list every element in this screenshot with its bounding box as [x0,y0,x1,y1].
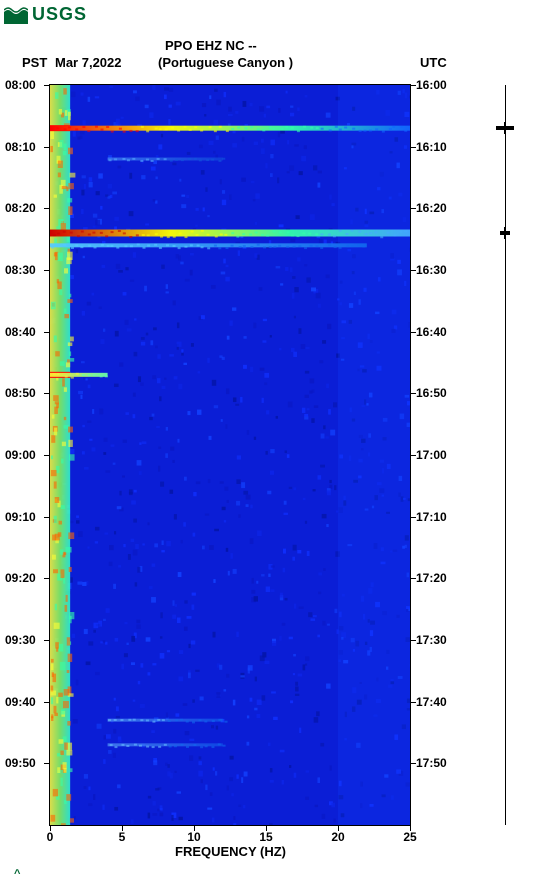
amplitude-strip [505,85,506,825]
y-tick-mark [44,763,50,764]
y-tick-left-label: 09:20 [5,571,36,585]
x-tick-mark [50,825,51,831]
y-tick-left-label: 09:50 [5,756,36,770]
y-tick-mark [44,455,50,456]
x-tick-mark [194,825,195,831]
y-tick-right-label: 16:20 [416,201,447,215]
pst-label: PST [22,55,47,70]
y-tick-mark [44,640,50,641]
y-tick-mark [410,208,416,209]
utc-label: UTC [420,55,447,70]
y-tick-mark [410,332,416,333]
y-tick-right-label: 17:10 [416,510,447,524]
y-tick-left-label: 09:40 [5,695,36,709]
y-tick-left-label: 08:10 [5,140,36,154]
x-tick-label: 20 [331,830,344,844]
y-tick-mark [44,147,50,148]
plot-frame [49,84,411,826]
y-tick-mark [410,578,416,579]
y-tick-mark [44,517,50,518]
y-tick-left-label: 08:20 [5,201,36,215]
x-tick-label: 25 [403,830,416,844]
y-tick-left-label: 09:30 [5,633,36,647]
amplitude-event-tick [504,122,506,134]
x-tick-mark [266,825,267,831]
date-label: Mar 7,2022 [55,55,122,70]
y-tick-mark [44,332,50,333]
y-tick-right-label: 17:00 [416,448,447,462]
y-tick-mark [410,763,416,764]
y-tick-right-label: 17:40 [416,695,447,709]
y-tick-mark [44,208,50,209]
y-tick-mark [410,270,416,271]
x-tick-label: 15 [259,830,272,844]
y-tick-mark [44,85,50,86]
y-tick-left-label: 08:30 [5,263,36,277]
y-tick-right-label: 16:40 [416,325,447,339]
y-tick-right-label: 16:10 [416,140,447,154]
y-tick-right-label: 17:50 [416,756,447,770]
y-tick-mark [410,393,416,394]
y-tick-mark [410,702,416,703]
y-tick-left-label: 08:00 [5,78,36,92]
y-tick-left-label: 09:00 [5,448,36,462]
y-tick-mark [44,270,50,271]
stray-caret: ^ [14,868,20,880]
usgs-wave-icon [4,6,28,24]
y-tick-mark [44,393,50,394]
station-name: (Portuguese Canyon ) [158,55,293,70]
x-tick-label: 5 [119,830,126,844]
y-tick-mark [410,517,416,518]
y-tick-right-label: 16:00 [416,78,447,92]
x-tick-label: 0 [47,830,54,844]
y-tick-right-label: 17:20 [416,571,447,585]
x-tick-mark [122,825,123,831]
y-tick-mark [410,147,416,148]
y-tick-mark [44,578,50,579]
usgs-logo-text: USGS [32,4,87,25]
usgs-logo: USGS [4,4,87,25]
y-tick-left-label: 08:40 [5,325,36,339]
y-tick-right-label: 16:50 [416,386,447,400]
y-tick-right-label: 16:30 [416,263,447,277]
amplitude-event-tick [504,227,506,239]
x-tick-mark [338,825,339,831]
y-tick-left-label: 09:10 [5,510,36,524]
station-code: PPO EHZ NC -- [165,38,257,53]
y-tick-right-label: 17:30 [416,633,447,647]
x-tick-label: 10 [187,830,200,844]
x-tick-mark [410,825,411,831]
y-tick-mark [44,702,50,703]
y-tick-mark [410,640,416,641]
y-tick-left-label: 08:50 [5,386,36,400]
x-axis-title: FREQUENCY (HZ) [175,844,286,859]
y-tick-mark [410,455,416,456]
y-tick-mark [410,85,416,86]
